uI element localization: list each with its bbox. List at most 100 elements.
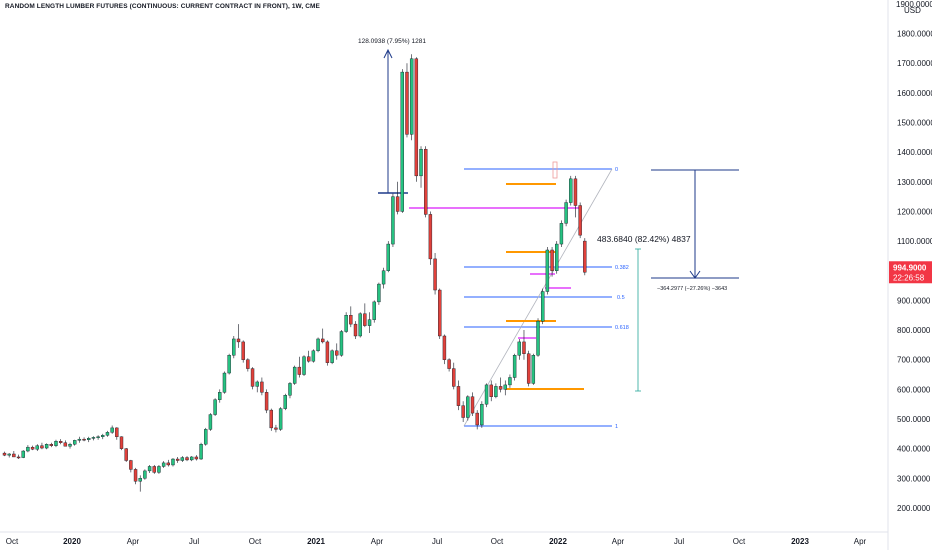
candle-body [344,315,348,332]
candle-body [129,460,133,470]
time-tick-label: Oct [6,537,19,546]
candle-body [246,359,250,369]
candle-body [480,403,484,426]
candle-body [541,291,545,322]
candle-body [250,368,255,387]
fib-level-label: 0.618 [615,325,629,331]
candle-body [409,58,414,135]
price-tick-label: 800.0000 [897,326,931,335]
candle-body [545,249,550,292]
price-axis[interactable]: 1900.0000 USD 200.0000 300.0000 400.0000 50… [896,0,932,513]
candle-body [583,240,587,273]
last-price-countdown: 22:26:58 [893,273,925,282]
candle-body [274,427,278,430]
candle-body [339,331,344,356]
candle-body [503,384,507,390]
candle-series [2,54,587,492]
candle-body [573,178,578,206]
time-tick-label: 2021 [307,537,325,546]
candle-body [7,453,11,456]
candle-body [58,441,63,443]
candle-body [428,214,433,260]
candle-body [302,356,306,375]
range-arrow-head [689,270,701,279]
last-price-background [889,261,932,284]
candle-body [424,148,428,215]
price-tick-label: 1300.0000 [897,178,932,187]
top-marker [552,161,558,179]
fib-level-label: 0.382 [615,265,629,271]
price-tick-label: 1800.0000 [897,30,932,39]
candle-body [241,341,245,360]
candle-body [30,446,35,450]
candle-body [180,457,185,461]
candle-body [283,395,287,409]
candle-body [147,466,152,472]
candle-body [522,341,526,354]
chart-title: RANDOM LENGTH LUMBER FUTURES (CONTINUOUS… [5,3,320,10]
price-tick-label: 1500.0000 [897,119,932,128]
candle-body [54,441,58,446]
candle-body [189,456,194,461]
candle-body [358,313,362,337]
candle-body [21,450,25,458]
candle-body [133,469,138,482]
candle-body [204,429,208,445]
candle-body [475,412,479,426]
price-tick-label: 400.0000 [897,445,931,454]
candle-body [236,338,241,343]
candle-body [550,249,554,271]
candle-body [297,366,302,375]
candle-body [119,436,124,449]
fib-level-label: 0.5 [617,295,625,301]
candle-body [278,408,283,430]
candle-body [517,341,521,356]
candle-body [161,462,166,467]
candle-body [335,350,339,356]
time-tick-label: Jul [432,537,442,546]
candle-body [96,436,100,438]
price-tick-label: 1700.0000 [897,59,932,68]
candle-body [166,462,171,466]
time-axis[interactable]: Oct 2020 Apr Jul Oct 2021 Apr Jul Oct 2022 Apr Jul O… [6,537,867,546]
candle-body [433,258,437,291]
candle-body [512,355,517,378]
candle-body [564,202,568,224]
candle-body [386,243,390,271]
candle-body [400,71,404,212]
time-tick-label: Apr [127,537,140,546]
candle-body [91,437,96,439]
price-tick-label: 1400.0000 [897,148,932,157]
candle-body [484,384,489,405]
candle-body [391,196,395,245]
candle-body [377,283,381,303]
candle-body [470,396,475,414]
candle-body [363,313,367,326]
range-label: −364.2977 (−27.26%) −3643 [657,286,727,292]
candle-body [372,301,376,320]
candle-body [494,386,498,397]
candle-body [569,178,573,203]
candle-body [105,432,110,436]
price-tick-label: 600.0000 [897,385,931,394]
candle-body [456,386,461,406]
candle-body [194,456,199,460]
candle-body [260,381,264,393]
candle-body [152,466,156,473]
candle-body [12,453,16,458]
candle-body [288,383,292,396]
peak-label: 128.0938 (7.95%) 1281 [358,38,426,45]
candle-body [559,223,564,245]
candle-body [316,338,320,352]
candle-body [157,466,161,473]
candle-body [208,414,213,430]
price-tick-label: 200.0000 [897,504,931,513]
candle-body [82,438,86,441]
candle-body [292,366,297,384]
time-tick-label: Apr [371,537,384,546]
time-tick-label: 2020 [63,537,81,546]
candle-body [77,438,82,441]
candle-body [381,270,386,285]
candle-body [447,359,451,369]
